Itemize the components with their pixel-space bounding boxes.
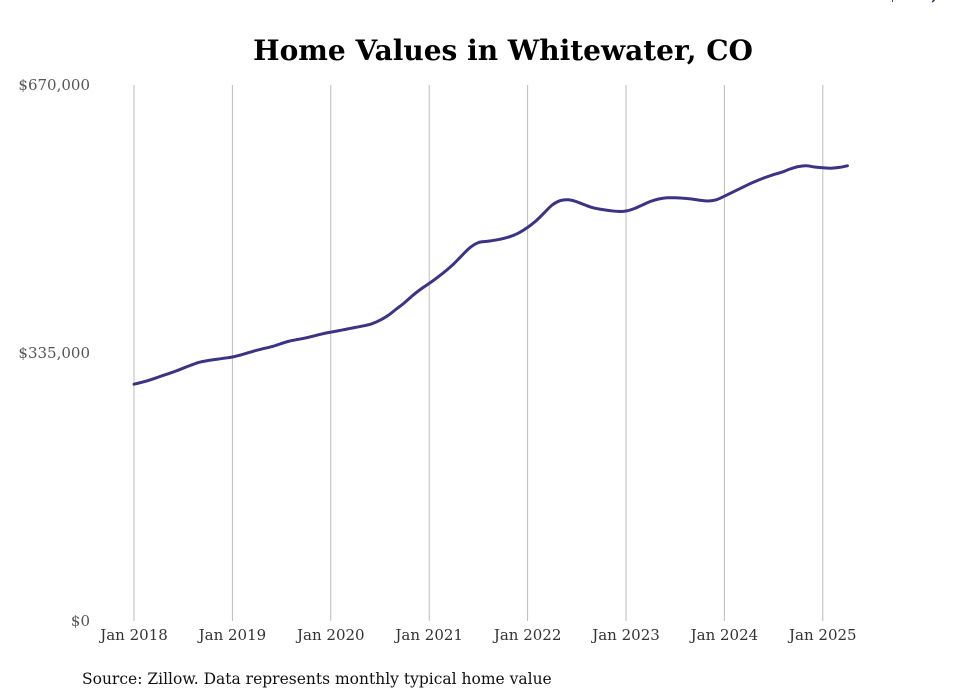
series-line xyxy=(132,164,849,386)
y-tick-label: $0 xyxy=(71,612,90,630)
series-home-value: $537,345 xyxy=(132,0,971,386)
x-axis-ticks: Jan 2018 Jan 2019 Jan 2020 Jan 2021 Jan 2022… xyxy=(98,626,856,644)
x-tick-label: Jan 2019 xyxy=(197,626,267,644)
y-axis-ticks: $0 $335,000 $670,000 xyxy=(18,76,90,630)
x-tick-label: Jan 2021 xyxy=(393,626,463,644)
x-tick-label: Jan 2018 xyxy=(98,626,168,644)
end-value-label: $537,345 xyxy=(887,0,971,4)
x-tick-label: Jan 2020 xyxy=(295,626,365,644)
vertical-gridlines xyxy=(133,85,824,621)
x-tick-label: Jan 2023 xyxy=(590,626,660,644)
x-tick-label: Jan 2022 xyxy=(492,626,562,644)
y-tick-label: $335,000 xyxy=(18,344,90,362)
y-tick-label: $670,000 xyxy=(18,76,90,94)
x-tick-label: Jan 2024 xyxy=(689,626,759,644)
chart-title: Home Values in Whitewater, CO xyxy=(253,34,753,67)
source-note: Source: Zillow. Data represents monthly … xyxy=(82,670,552,688)
x-tick-label: Jan 2025 xyxy=(787,626,857,644)
